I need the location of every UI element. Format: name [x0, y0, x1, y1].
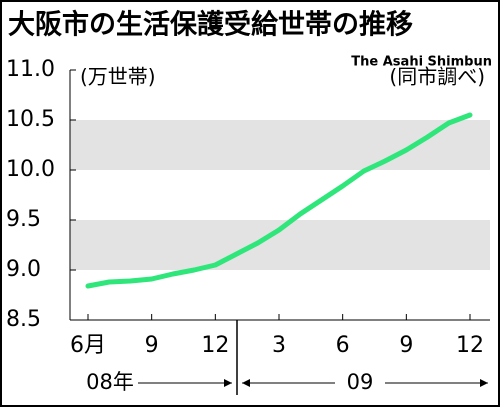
y-axis-label: (万世帯) [80, 65, 156, 89]
y-tick-label: 8.5 [6, 307, 41, 332]
arrow-head [224, 379, 232, 387]
y-tick-label: 9.0 [6, 257, 41, 282]
x-tick-label: 9 [399, 333, 413, 358]
year-label: 08年 [86, 370, 134, 394]
x-tick-label: 9 [145, 333, 159, 358]
grid-band [70, 120, 490, 170]
y-tick-label: 10.5 [6, 107, 55, 132]
year-label: 09 [347, 370, 374, 394]
x-tick-label: 12 [201, 333, 229, 358]
y-tick-label: 10.0 [6, 157, 55, 182]
arrow-head [480, 379, 488, 387]
chart-title: 大阪市の生活保護受給世帯の推移 [8, 9, 413, 41]
credit: The Asahi Shimbun [351, 55, 492, 70]
x-tick-label: 12 [456, 333, 484, 358]
y-tick-label: 11.0 [6, 57, 55, 82]
x-tick-label: 6 [336, 333, 350, 358]
y-tick-label: 9.5 [6, 207, 41, 232]
x-tick-label: 3 [272, 333, 286, 358]
arrow-head [242, 379, 250, 387]
line [85, 112, 473, 289]
x-tick-label: 6月 [70, 333, 106, 358]
source: (同市調べ) [389, 65, 485, 89]
